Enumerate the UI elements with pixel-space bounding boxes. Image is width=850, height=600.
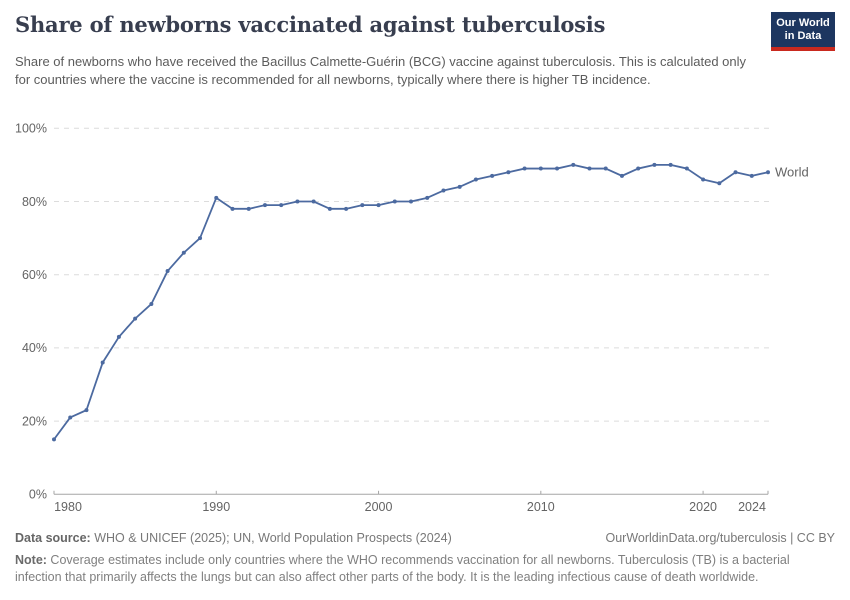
world-point-2016[interactable] xyxy=(636,166,641,171)
world-point-1984[interactable] xyxy=(116,334,121,339)
y-axis-tick-label-40: 40% xyxy=(22,341,47,355)
world-point-1994[interactable] xyxy=(279,203,284,208)
world-point-2022[interactable] xyxy=(733,170,738,175)
world-series-label[interactable]: World xyxy=(775,165,809,180)
world-point-2015[interactable] xyxy=(619,173,624,178)
x-axis-tick-label-1990: 1990 xyxy=(202,500,230,514)
world-point-1999[interactable] xyxy=(360,203,365,208)
data-source-value: WHO & UNICEF (2025); UN, World Populatio… xyxy=(90,531,452,545)
world-point-1985[interactable] xyxy=(133,316,138,321)
world-point-1995[interactable] xyxy=(295,199,300,204)
page-title: Share of newborns vaccinated against tub… xyxy=(15,12,606,37)
x-axis-tick-label-2010: 2010 xyxy=(527,500,555,514)
world-point-1983[interactable] xyxy=(100,360,105,365)
world-point-2017[interactable] xyxy=(652,162,657,167)
y-axis-tick-label-0: 0% xyxy=(29,488,47,502)
x-axis-tick-label-2024: 2024 xyxy=(738,500,766,514)
world-point-1987[interactable] xyxy=(165,269,170,274)
world-point-1981[interactable] xyxy=(68,415,73,420)
chart-subtitle: Share of newborns who have received the … xyxy=(15,54,747,87)
world-point-2001[interactable] xyxy=(392,199,397,204)
world-point-2014[interactable] xyxy=(603,166,608,171)
world-point-2013[interactable] xyxy=(587,166,592,171)
world-point-2012[interactable] xyxy=(571,162,576,167)
world-point-2004[interactable] xyxy=(441,188,446,193)
footer-sources-row: Data source: WHO & UNICEF (2025); UN, Wo… xyxy=(15,531,835,545)
note-value: Coverage estimates include only countrie… xyxy=(15,553,790,584)
world-point-2009[interactable] xyxy=(522,166,527,171)
world-point-2000[interactable] xyxy=(376,203,381,208)
owid-attribution-link[interactable]: OurWorldinData.org/tuberculosis | CC BY xyxy=(605,531,836,545)
world-point-2023[interactable] xyxy=(749,173,754,178)
world-point-1991[interactable] xyxy=(230,206,235,211)
world-point-1982[interactable] xyxy=(84,408,89,413)
world-point-1988[interactable] xyxy=(181,250,186,255)
world-point-2010[interactable] xyxy=(538,166,543,171)
world-point-2006[interactable] xyxy=(473,177,478,182)
x-axis-tick-label-2000: 2000 xyxy=(365,500,393,514)
world-point-2005[interactable] xyxy=(457,184,462,189)
world-point-1997[interactable] xyxy=(327,206,332,211)
y-axis-tick-label-80: 80% xyxy=(22,195,47,209)
world-point-2011[interactable] xyxy=(555,166,560,171)
y-axis-tick-label-60: 60% xyxy=(22,268,47,282)
world-point-2007[interactable] xyxy=(490,173,495,178)
world-point-2021[interactable] xyxy=(717,181,722,186)
line-chart[interactable]: 0% 20% 40% 60% 80% 100% 1980 1990 2000 2010 2020 20… xyxy=(0,113,850,525)
x-axis-tick-label-1980: 1980 xyxy=(54,500,82,514)
data-source-text: Data source: WHO & UNICEF (2025); UN, Wo… xyxy=(15,531,452,545)
world-point-2008[interactable] xyxy=(506,170,511,175)
x-axis-tick-label-2020: 2020 xyxy=(689,500,717,514)
world-point-1990[interactable] xyxy=(214,195,219,200)
world-point-1998[interactable] xyxy=(344,206,349,211)
world-point-2020[interactable] xyxy=(701,177,706,182)
world-point-2003[interactable] xyxy=(425,195,430,200)
world-point-1989[interactable] xyxy=(198,236,203,241)
world-point-1986[interactable] xyxy=(149,301,154,306)
world-point-1993[interactable] xyxy=(262,203,267,208)
y-axis-tick-label-20: 20% xyxy=(22,414,47,428)
owid-logo-text-line1: Our World xyxy=(776,17,830,29)
world-line-series[interactable] xyxy=(53,164,769,441)
world-point-2002[interactable] xyxy=(409,199,413,204)
data-source-label: Data source: xyxy=(15,531,91,545)
world-point-2019[interactable] xyxy=(684,166,689,171)
y-axis-tick-label-100: 100% xyxy=(15,122,47,136)
owid-logo-text-line2: in Data xyxy=(784,30,822,43)
owid-logo[interactable]: Our World in Data xyxy=(771,12,835,52)
note-label: Note: xyxy=(15,553,47,567)
world-point-1992[interactable] xyxy=(246,206,251,211)
footer-note: Note: Coverage estimates include only co… xyxy=(15,552,822,585)
world-point-2024[interactable] xyxy=(766,170,770,175)
world-point-1996[interactable] xyxy=(311,199,316,204)
world-point-2018[interactable] xyxy=(668,162,673,167)
world-point-1980[interactable] xyxy=(52,437,56,442)
